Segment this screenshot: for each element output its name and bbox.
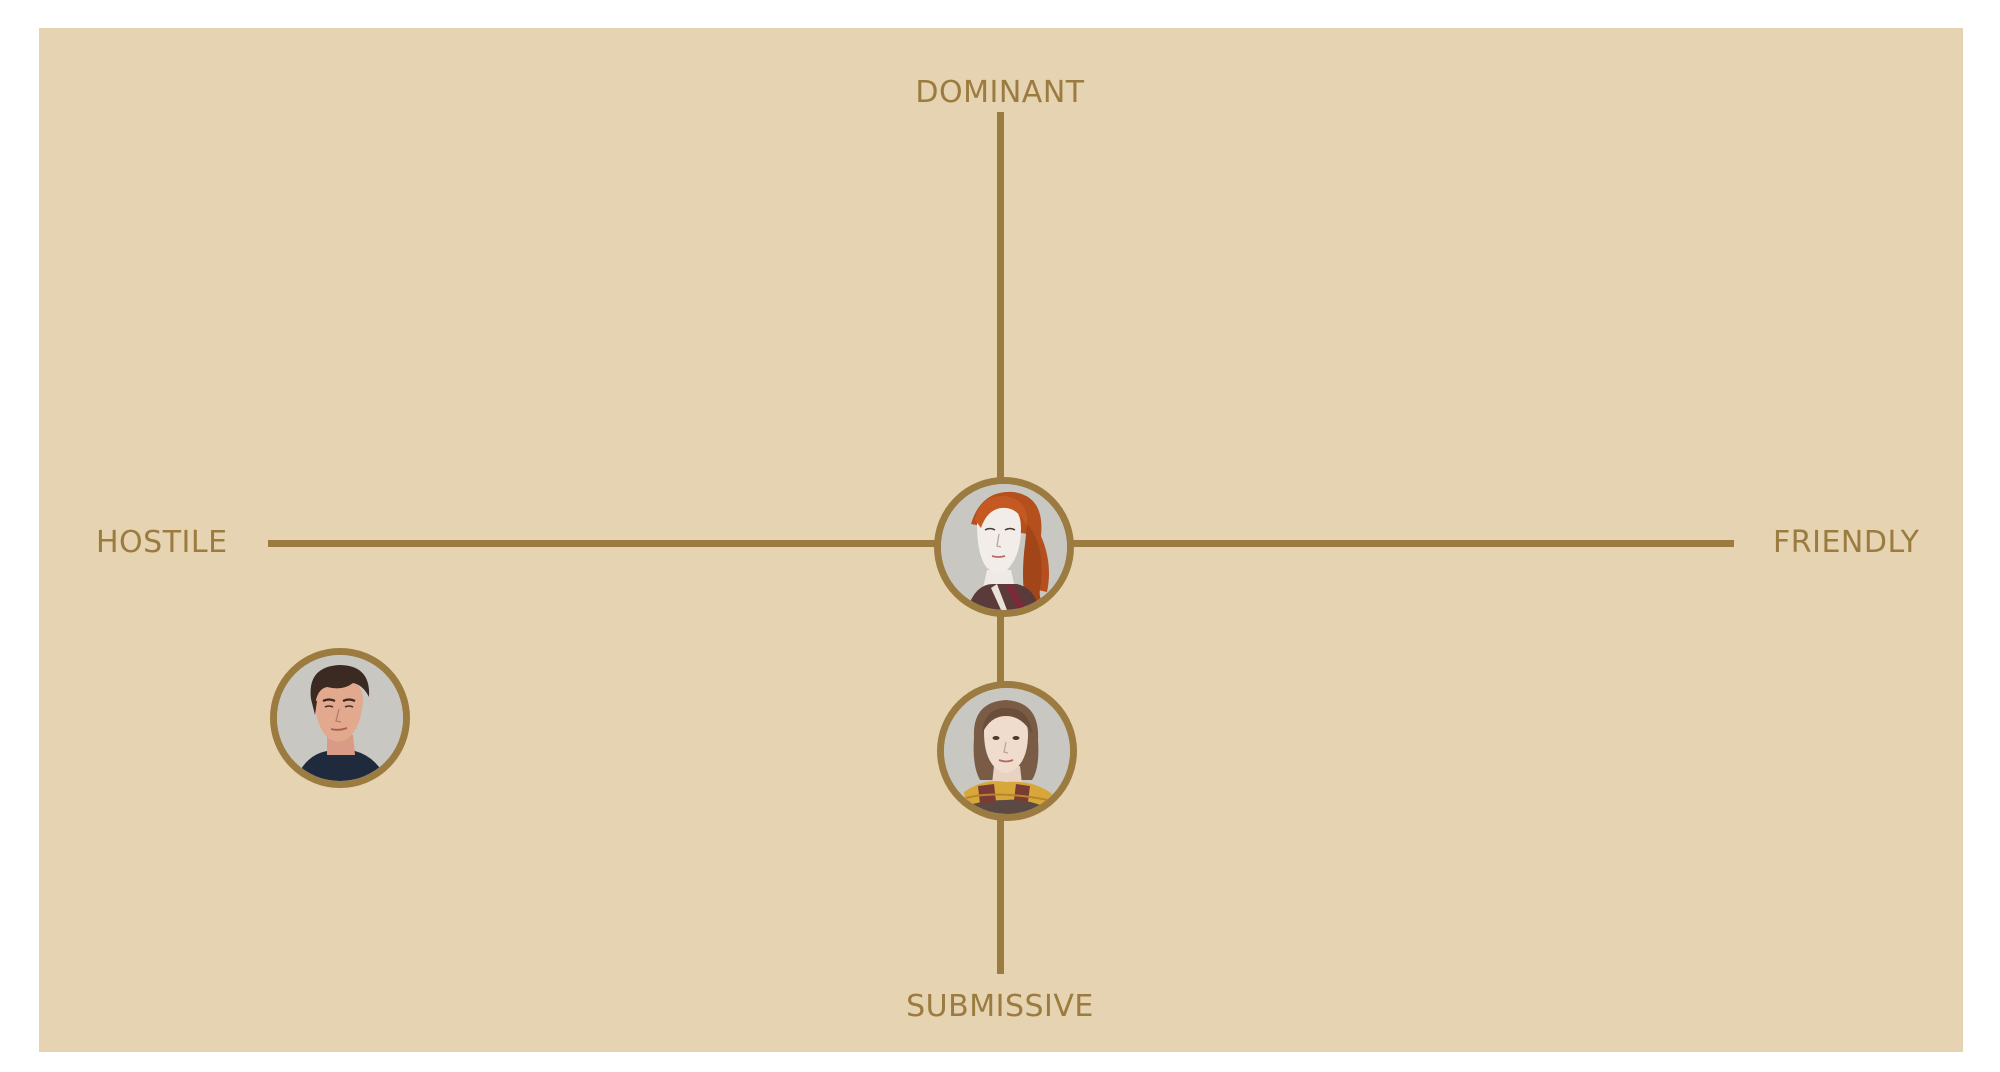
- brown-haired-woman-scarf-portrait-icon: [944, 688, 1070, 814]
- axis-label-friendly: FRIENDLY: [1773, 525, 1920, 560]
- axis-label-submissive: SUBMISSIVE: [906, 989, 1094, 1024]
- axis-label-dominant: DOMINANT: [915, 75, 1085, 110]
- red-haired-woman-portrait-icon: [941, 484, 1067, 610]
- character-portrait-lower[interactable]: [937, 681, 1077, 821]
- dark-haired-man-portrait-icon: [277, 655, 403, 781]
- character-portrait-left[interactable]: [270, 648, 410, 788]
- character-portrait-center[interactable]: [934, 477, 1074, 617]
- axis-label-hostile: HOSTILE: [96, 525, 228, 560]
